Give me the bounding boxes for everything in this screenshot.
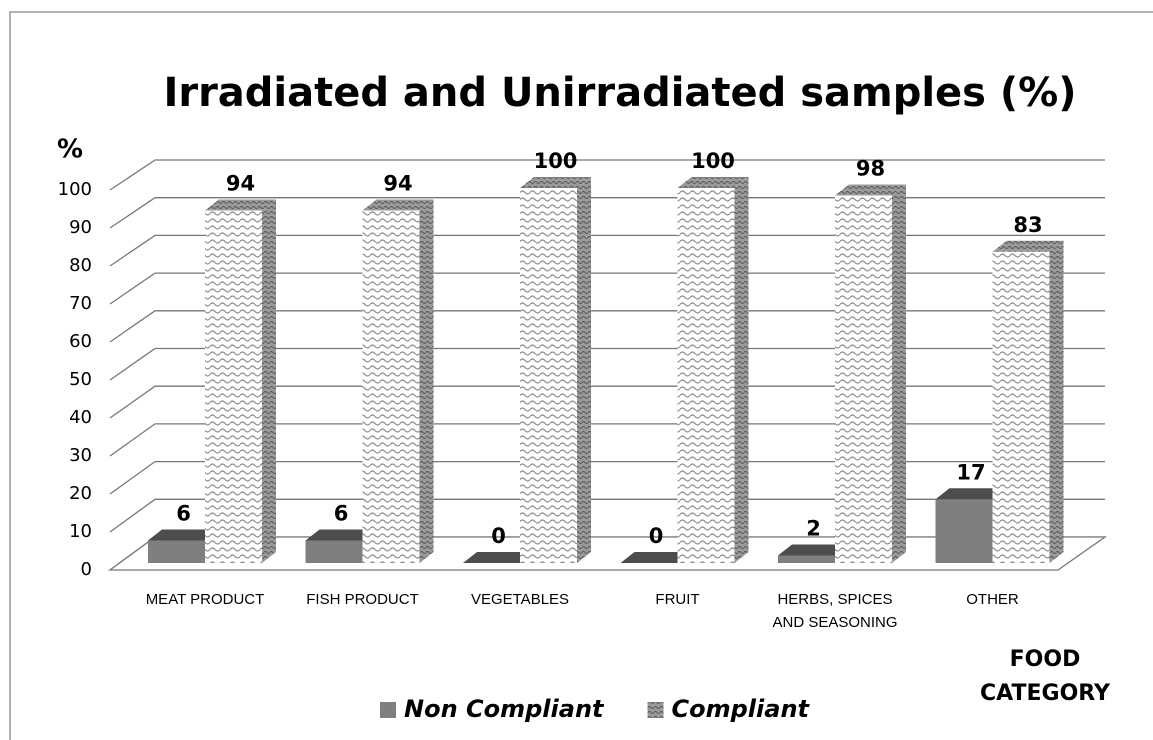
data-label: 0	[649, 524, 664, 548]
bar-top	[463, 552, 534, 563]
chart-title: Irradiated and Unirradiated samples (%)	[163, 70, 1076, 116]
bar-top	[520, 177, 591, 188]
grid-line	[109, 385, 1105, 419]
bar-top	[148, 529, 219, 541]
x-tick-label: FRUIT	[655, 591, 700, 608]
bar-front	[778, 555, 835, 563]
y-tick-label: 60	[69, 331, 92, 352]
data-label: 94	[226, 172, 255, 196]
legend-label: Compliant	[672, 695, 811, 723]
data-label: 2	[806, 517, 821, 541]
bar-top	[835, 184, 906, 196]
bar-front	[835, 195, 892, 563]
grid-line	[109, 310, 1105, 343]
y-tick-label: 50	[69, 369, 92, 390]
bar-front	[205, 210, 262, 563]
legend-swatch	[647, 702, 664, 718]
bar-side	[262, 199, 276, 563]
x-tick-label: OTHER	[966, 591, 1019, 608]
data-label: 17	[956, 460, 985, 484]
x-tick-label: FISH PRODUCT	[306, 591, 419, 608]
y-tick-label: 30	[69, 445, 92, 466]
data-label: 100	[691, 149, 735, 173]
data-label: 83	[1013, 213, 1042, 237]
x-tick-label: HERBS, SPICES AND SEASONING	[772, 591, 898, 631]
y-tick-label: 70	[69, 293, 92, 314]
grid-line	[109, 423, 1105, 457]
bar-top	[205, 199, 276, 211]
data-label: 6	[334, 502, 349, 526]
bar-top	[362, 199, 434, 211]
y-axis-label: %	[57, 135, 83, 165]
x-tick-label: VEGETABLES	[470, 591, 570, 608]
x-axis-label: FOOD CATEGORY	[980, 647, 1110, 706]
data-label: 94	[383, 172, 412, 196]
data-label: 98	[856, 157, 885, 181]
grid-line	[109, 234, 1105, 267]
bar-front	[305, 540, 363, 563]
legend-label: Non Compliant	[404, 695, 605, 723]
y-tick-label: 10	[69, 521, 92, 542]
bar-front	[992, 251, 1050, 563]
bar-top	[620, 552, 692, 563]
bar-top	[305, 529, 377, 541]
bar-side	[577, 177, 591, 563]
bar-top	[992, 240, 1064, 252]
bar-side	[1049, 240, 1064, 563]
bar-front	[148, 540, 205, 563]
bar-top	[935, 488, 1007, 500]
bar-front	[520, 188, 577, 563]
bar-top	[677, 177, 749, 188]
data-label: 0	[491, 524, 506, 548]
x-tick-label: MEAT PRODUCT	[145, 591, 265, 608]
grid-line	[109, 272, 1105, 305]
bar-side	[734, 177, 749, 563]
bar-top	[778, 544, 849, 556]
bar-side	[419, 199, 434, 563]
legend-swatch	[380, 702, 396, 718]
bar-front	[362, 210, 420, 563]
grid-line	[109, 197, 1105, 229]
grid-line	[109, 347, 1105, 381]
bar-front	[935, 499, 993, 563]
grid-line	[109, 498, 1105, 533]
grid-line	[109, 460, 1105, 495]
frame	[9, 11, 1153, 740]
grid-line	[109, 159, 1105, 191]
bar-side	[892, 184, 906, 563]
data-label: 100	[534, 149, 578, 173]
y-tick-label: 100	[58, 179, 92, 200]
y-tick-label: 40	[69, 407, 92, 428]
y-tick-label: 80	[69, 255, 92, 276]
y-tick-label: 0	[81, 559, 92, 580]
data-label: 6	[176, 502, 191, 526]
bar-front	[677, 188, 735, 563]
y-tick-label: 90	[69, 217, 92, 238]
y-tick-label: 20	[69, 483, 92, 504]
